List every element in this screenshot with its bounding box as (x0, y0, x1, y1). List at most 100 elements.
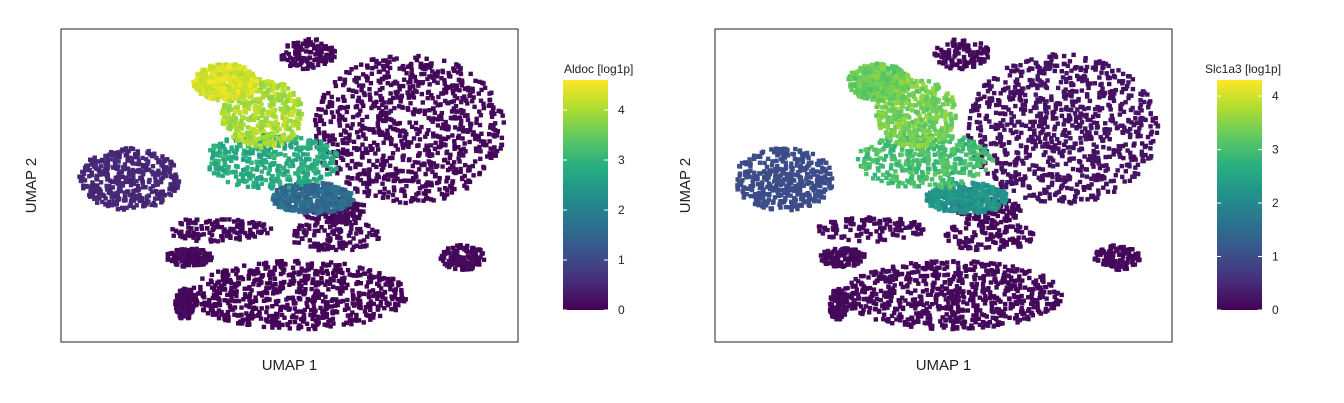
umap-point (285, 169, 290, 174)
umap-point (351, 139, 357, 145)
umap-point (375, 172, 380, 177)
umap-point (224, 137, 229, 142)
umap-point (235, 89, 241, 94)
umap-point (120, 147, 125, 152)
umap-point (239, 118, 244, 124)
umap-point (333, 160, 338, 165)
umap-point (285, 159, 290, 164)
umap-point (357, 265, 362, 270)
umap-point (178, 304, 183, 310)
umap-point (157, 193, 162, 199)
umap-point (348, 210, 353, 216)
umap-point (320, 315, 325, 320)
umap-point (336, 278, 342, 284)
umap-point (455, 70, 461, 75)
umap-point (424, 56, 429, 61)
umap-point (363, 136, 368, 141)
umap-point (254, 159, 259, 165)
umap-point (235, 280, 241, 286)
umap-point (124, 151, 130, 157)
umap-point (946, 238, 951, 243)
umap-point (431, 116, 436, 121)
umap-point (436, 94, 441, 100)
umap-point (316, 192, 321, 197)
umap-point (307, 55, 312, 61)
umap-point (177, 256, 182, 261)
umap-point (358, 177, 363, 183)
umap-point (368, 143, 373, 149)
umap-point (278, 106, 283, 111)
umap-point (169, 258, 175, 264)
umap-point (448, 184, 453, 189)
umap-point (370, 232, 375, 238)
umap-point (463, 149, 468, 154)
umap-point (253, 298, 259, 304)
umap-point (330, 133, 335, 138)
umap-point (181, 293, 187, 299)
umap-point (180, 287, 186, 293)
umap-point (316, 295, 322, 300)
umap-point (354, 130, 360, 135)
umap-point (994, 233, 1000, 238)
umap-point (370, 293, 376, 299)
umap-point (396, 104, 402, 109)
umap-point (335, 171, 340, 176)
umap-point (307, 61, 313, 66)
umap-point (328, 317, 333, 323)
umap-point (344, 109, 350, 115)
umap-point (365, 193, 370, 199)
umap-point (357, 227, 362, 233)
umap-point (341, 204, 347, 210)
umap-point (395, 128, 400, 133)
umap-point (849, 216, 855, 221)
umap-point (269, 79, 275, 85)
umap-point (363, 146, 368, 151)
umap-point (235, 79, 240, 85)
umap-point (298, 55, 303, 61)
umap-point (358, 108, 363, 113)
umap-point (837, 312, 842, 317)
umap-point (472, 136, 478, 141)
umap-point (276, 204, 282, 210)
umap-point (245, 165, 250, 170)
umap-point (378, 93, 383, 99)
umap-point (1102, 261, 1107, 267)
umap-point (242, 292, 248, 297)
umap-point (150, 164, 156, 169)
umap-point (246, 144, 251, 149)
umap-point (442, 77, 447, 83)
umap-point (322, 242, 328, 247)
umap-point (420, 80, 426, 85)
umap-point (305, 182, 310, 187)
umap-point (320, 270, 325, 276)
umap-point (425, 152, 430, 157)
umap-point (347, 166, 353, 171)
umap-point (290, 281, 296, 286)
umap-point (324, 219, 330, 224)
umap-point (383, 105, 389, 110)
umap-point (278, 280, 284, 286)
cluster-left-cluster (77, 146, 182, 212)
umap-point (864, 229, 870, 235)
umap-point (900, 221, 905, 226)
umap-point (322, 149, 327, 155)
umap-point (209, 239, 214, 244)
umap-point (354, 231, 359, 236)
umap-point (230, 307, 236, 312)
umap-point (234, 289, 239, 294)
umap-point (389, 306, 394, 312)
umap-point (309, 186, 315, 191)
umap-point (231, 67, 236, 72)
umap-point (426, 148, 432, 154)
umap-point (446, 258, 451, 264)
umap-point (300, 41, 306, 46)
umap-point (278, 262, 283, 268)
umap-point (257, 99, 262, 105)
umap-point (983, 245, 989, 250)
umap-point (225, 108, 231, 114)
umap-point (266, 79, 271, 84)
umap-point (225, 89, 230, 94)
umap-point (452, 114, 458, 119)
umap-point (857, 238, 862, 244)
umap-point (429, 61, 434, 66)
